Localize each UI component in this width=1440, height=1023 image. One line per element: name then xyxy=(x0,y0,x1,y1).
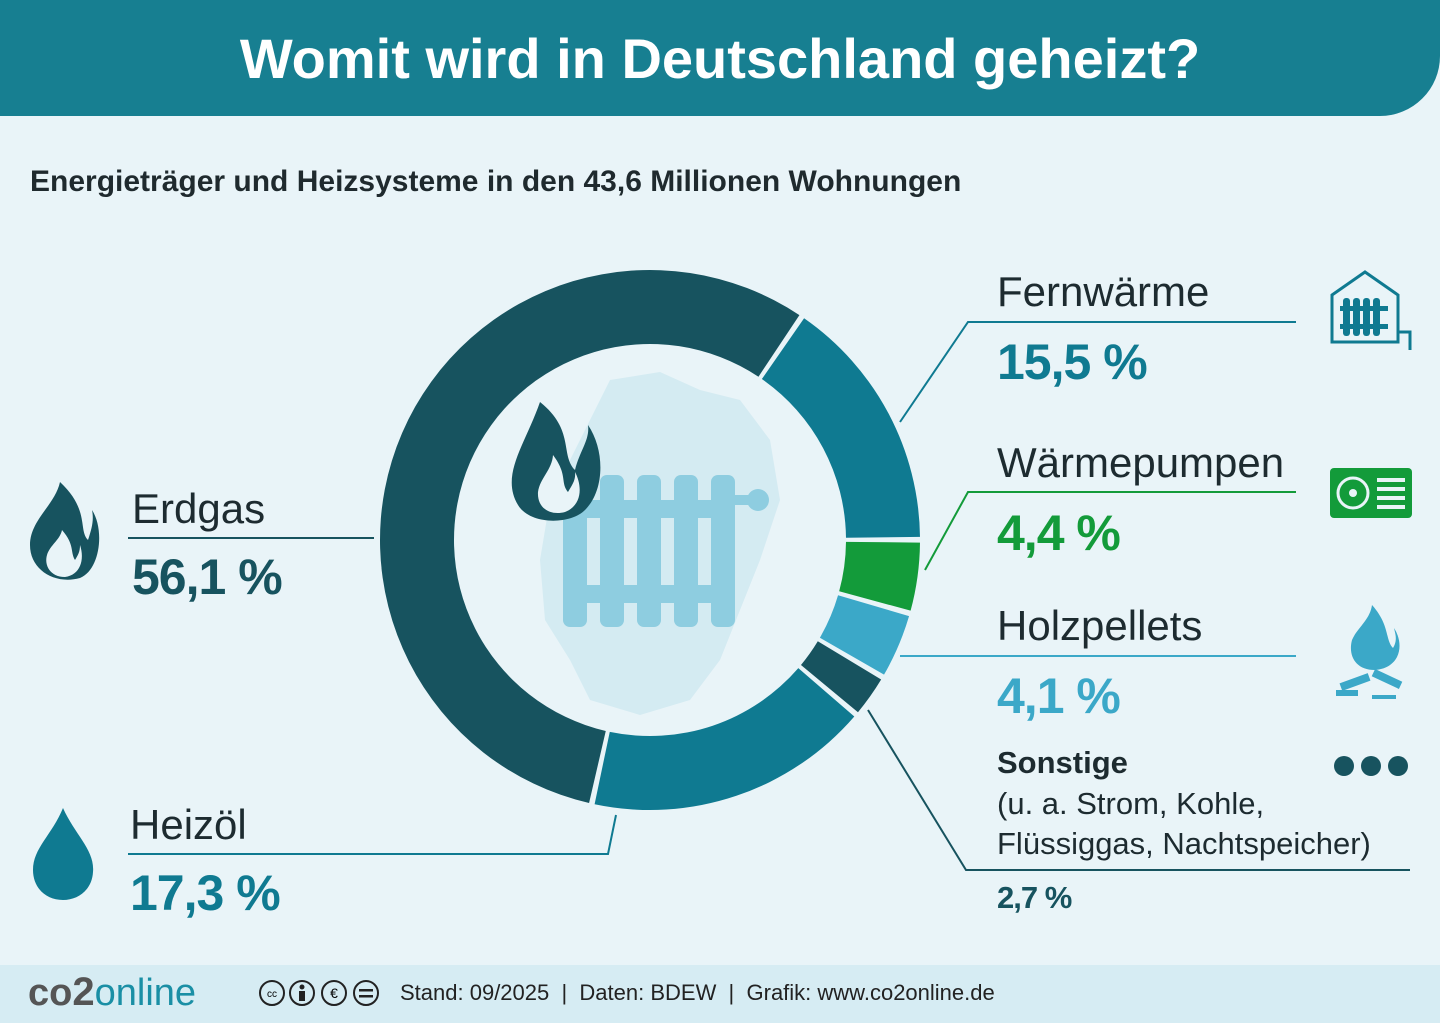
wood-fire-icon xyxy=(1336,605,1403,699)
leader-lines xyxy=(128,321,1410,871)
label-holzpellets: Holzpellets xyxy=(997,602,1203,649)
heat-pump-icon xyxy=(1330,468,1412,518)
label-waermepumpen: Wärmepumpen xyxy=(997,439,1285,486)
value-erdgas: 56,1 % xyxy=(132,549,283,605)
donut-segment-wrmepumpen xyxy=(839,541,920,611)
flame-icon xyxy=(30,482,100,580)
page-title: Womit wird in Deutschland geheizt? xyxy=(239,27,1201,90)
value-fernwaerme: 15,5 % xyxy=(997,334,1148,390)
donut-segment-heizl xyxy=(594,668,855,810)
credits-text: Stand: 09/2025 | Daten: BDEW | Grafik: w… xyxy=(400,980,995,1005)
note-sonstige: (u. a. Strom, Kohle, Flüssiggas, Nachtsp… xyxy=(997,786,1371,861)
donut-segment-fernwrme xyxy=(761,318,920,538)
radiator-flame-icon xyxy=(511,402,769,627)
donut-segment-sonstige xyxy=(800,641,882,713)
cc-license-icon: cc € xyxy=(259,980,379,1006)
more-dots-icon xyxy=(1334,756,1408,776)
label-heizoel: Heizöl xyxy=(130,801,247,848)
header-bar xyxy=(0,0,1440,116)
svg-text:cc: cc xyxy=(267,989,277,1000)
co2online-logo: co2online xyxy=(28,970,197,1014)
footer xyxy=(0,965,1440,1023)
oil-drop-icon xyxy=(33,808,94,900)
donut-segment-holzpellets xyxy=(819,595,910,675)
label-sonstige: Sonstige xyxy=(997,745,1128,780)
donut-segment-erdgas xyxy=(379,269,800,804)
label-fernwaerme: Fernwärme xyxy=(997,268,1210,315)
value-heizoel: 17,3 % xyxy=(130,865,281,921)
value-holzpellets: 4,1 % xyxy=(997,668,1121,724)
donut-chart xyxy=(30,269,1412,900)
label-erdgas: Erdgas xyxy=(132,485,266,532)
subtitle: Energieträger und Heizsysteme in den 43,… xyxy=(30,165,962,198)
district-heating-icon xyxy=(1330,270,1412,350)
svg-text:€: € xyxy=(330,985,338,1001)
value-sonstige: 2,7 % xyxy=(997,880,1072,915)
value-waermepumpen: 4,4 % xyxy=(997,505,1121,561)
